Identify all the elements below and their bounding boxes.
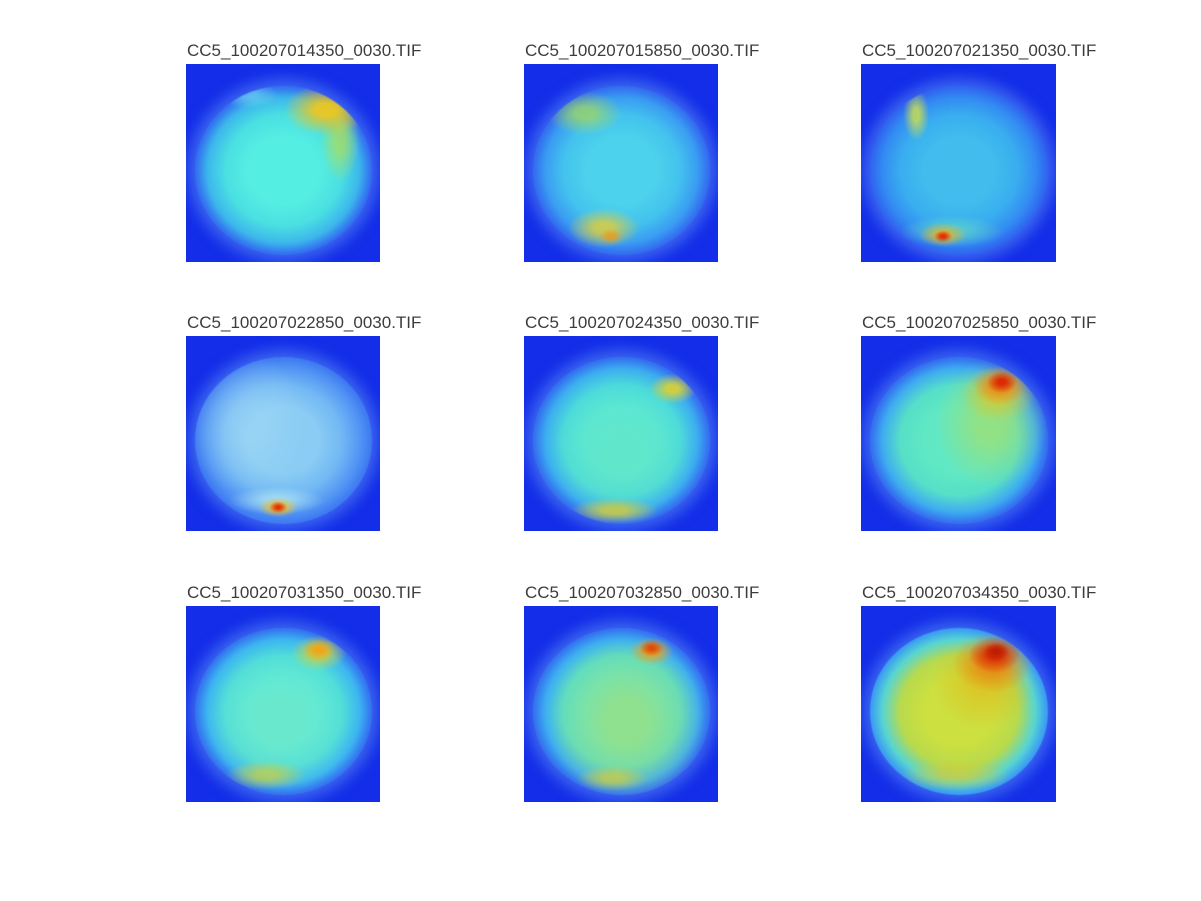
sky-image xyxy=(524,336,718,531)
sky-disc xyxy=(869,85,1049,256)
subplot-title: CC5_100207031350_0030.TIF xyxy=(187,583,422,602)
sky-disc xyxy=(194,357,373,525)
subplot: CC5_100207022850_0030.TIF xyxy=(186,314,421,531)
sky-image xyxy=(861,606,1056,802)
subplot-title: CC5_100207025850_0030.TIF xyxy=(862,313,1097,332)
subplot-title: CC5_100207032850_0030.TIF xyxy=(525,583,760,602)
sky-image xyxy=(186,336,380,531)
subplot: CC5_100207021350_0030.TIF xyxy=(861,42,1096,262)
sky-image xyxy=(861,336,1056,531)
sky-image xyxy=(186,606,380,802)
subplot: CC5_100207015850_0030.TIF xyxy=(524,42,759,262)
subplot-title: CC5_100207021350_0030.TIF xyxy=(862,41,1097,60)
sky-disc xyxy=(532,85,711,256)
subplot-title: CC5_100207014350_0030.TIF xyxy=(187,41,422,60)
sky-image xyxy=(524,64,718,262)
sky-disc xyxy=(869,627,1049,796)
subplot: CC5_100207014350_0030.TIF xyxy=(186,42,421,262)
sky-image xyxy=(186,64,380,262)
subplot-title: CC5_100207022850_0030.TIF xyxy=(187,313,422,332)
subplot: CC5_100207031350_0030.TIF xyxy=(186,584,421,802)
subplot-title: CC5_100207015850_0030.TIF xyxy=(525,41,760,60)
subplot-title: CC5_100207024350_0030.TIF xyxy=(525,313,760,332)
subplot: CC5_100207024350_0030.TIF xyxy=(524,314,759,531)
subplot-title: CC5_100207034350_0030.TIF xyxy=(862,583,1097,602)
sky-image xyxy=(861,64,1056,262)
subplot: CC5_100207032850_0030.TIF xyxy=(524,584,759,802)
sky-disc xyxy=(532,627,711,796)
subplot: CC5_100207025850_0030.TIF xyxy=(861,314,1096,531)
sky-disc xyxy=(532,357,711,525)
subplot: CC5_100207034350_0030.TIF xyxy=(861,584,1096,802)
sky-disc xyxy=(869,357,1049,525)
sky-image xyxy=(524,606,718,802)
sky-disc xyxy=(194,627,373,796)
sky-disc xyxy=(194,85,373,256)
